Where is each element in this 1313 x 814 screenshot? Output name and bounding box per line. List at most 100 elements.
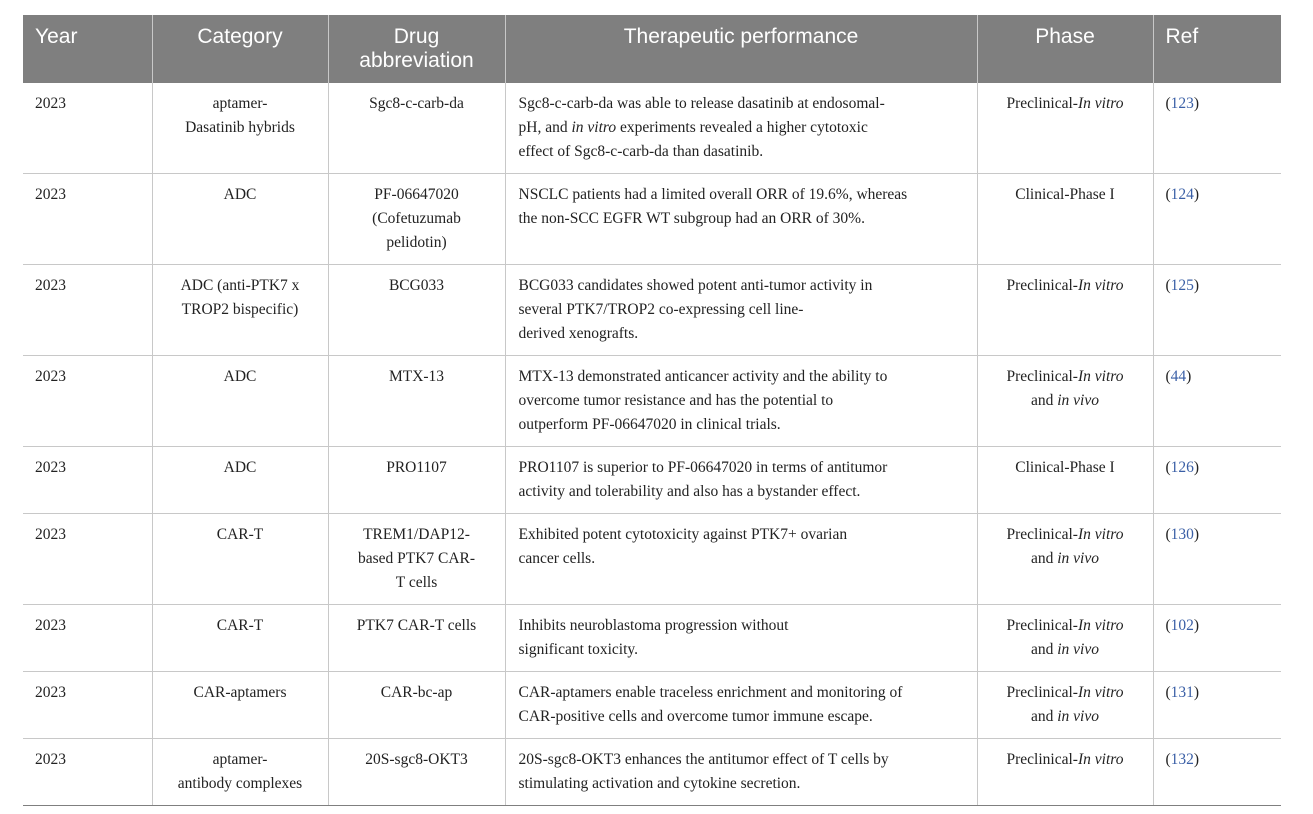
ref-paren-close: ): [1193, 526, 1200, 543]
performance-line: activity and tolerability and also has a…: [519, 480, 965, 504]
drug-line: based PTK7 CAR-: [357, 550, 476, 567]
italic-text: in vivo: [1057, 708, 1099, 725]
cell-ref: (44): [1153, 355, 1281, 447]
cell-therapeutic-performance: Inhibits neuroblastoma progression witho…: [505, 604, 978, 672]
cell-category: ADC: [152, 446, 329, 514]
reference-link[interactable]: 124: [1170, 186, 1194, 203]
text-segment: pH, and: [518, 119, 572, 136]
performance-line: the non-SCC EGFR WT subgroup had an ORR …: [519, 207, 965, 231]
text-segment: effect of Sgc8-c-carb-da than dasatinib.: [518, 143, 764, 160]
cell-category: CAR-T: [152, 513, 329, 605]
performance-line: effect of Sgc8-c-carb-da than dasatinib.: [519, 140, 965, 164]
reference-link[interactable]: 44: [1170, 368, 1187, 385]
performance-line: derived xenografts.: [519, 322, 965, 346]
italic-text: In vitro: [1077, 526, 1124, 543]
text-segment: cancer cells.: [518, 550, 596, 567]
ref-paren-open: (: [1165, 368, 1171, 385]
italic-text: in vitro: [571, 119, 617, 136]
cell-phase: Clinical-Phase I: [977, 173, 1154, 265]
text-segment: PRO1107 is superior to PF-06647020 in te…: [518, 459, 888, 476]
category-line: antibody complexes: [177, 775, 303, 792]
reference-link[interactable]: 132: [1170, 751, 1194, 768]
ref-paren-close: ): [1193, 751, 1200, 768]
table-row: 2023 ADC PF-06647020 (Cofetuzumab pelidotin)…: [23, 173, 1281, 265]
cell-drug-abbreviation: MTX-13: [328, 355, 506, 447]
cell-drug-abbreviation: BCG033: [328, 264, 506, 356]
italic-text: in vivo: [1057, 550, 1099, 567]
header-ref: Ref: [1153, 15, 1281, 83]
cell-therapeutic-performance: 20S-sgc8-OKT3 enhances the antitumor eff…: [505, 738, 978, 806]
phase-line: and in vivo: [990, 638, 1141, 662]
cell-drug-abbreviation: Sgc8-c-carb-da: [328, 83, 506, 174]
reference-link[interactable]: 126: [1170, 459, 1194, 476]
therapeutics-table: Year Category Drug abbreviation Therapeu…: [23, 15, 1281, 806]
reference-link[interactable]: 131: [1170, 684, 1194, 701]
phase-line: and in vivo: [990, 389, 1141, 413]
category-line: CAR-T: [216, 617, 264, 634]
reference-link[interactable]: 130: [1170, 526, 1194, 543]
text-segment: significant toxicity.: [518, 641, 639, 658]
ref-paren-close: ): [1193, 95, 1200, 112]
header-drug-abbreviation: Drug abbreviation: [328, 15, 506, 83]
drug-line: TREM1/DAP12-: [363, 526, 470, 543]
text-segment: and: [1030, 641, 1058, 658]
text-segment: Preclinical-: [1006, 751, 1078, 768]
cell-category: ADC: [152, 173, 329, 265]
reference-link[interactable]: 102: [1170, 617, 1194, 634]
ref-paren-open: (: [1165, 684, 1171, 701]
cell-drug-abbreviation: CAR-bc-ap: [328, 671, 506, 739]
header-therapeutic-performance: Therapeutic performance: [505, 15, 978, 83]
table-header: Year Category Drug abbreviation Therapeu…: [23, 15, 1281, 83]
category-line: TROP2 bispecific): [181, 301, 299, 318]
text-segment: activity and tolerability and also has a…: [518, 483, 861, 500]
performance-line: pH, and in vitro experiments revealed a …: [519, 116, 965, 140]
category-line: aptamer-: [212, 751, 268, 768]
performance-line: PRO1107 is superior to PF-06647020 in te…: [519, 456, 965, 480]
cell-year: 2023: [23, 83, 153, 174]
cell-phase: Preclinical-In vitro: [977, 264, 1154, 356]
text-segment: overcome tumor resistance and has the po…: [518, 392, 834, 409]
ref-paren-close: ): [1193, 617, 1200, 634]
ref-paren-close: ): [1193, 684, 1200, 701]
text-segment: Exhibited potent cytotoxicity against PT…: [518, 526, 848, 543]
ref-paren-open: (: [1165, 459, 1171, 476]
cell-phase: Preclinical-In vitro: [977, 738, 1154, 806]
cell-drug-abbreviation: TREM1/DAP12- based PTK7 CAR- T cells: [328, 513, 506, 605]
text-segment: and: [1030, 392, 1058, 409]
performance-line: stimulating activation and cytokine secr…: [519, 772, 965, 796]
text-segment: BCG033 candidates showed potent anti-tum…: [518, 277, 873, 294]
cell-year: 2023: [23, 446, 153, 514]
cell-category: CAR-T: [152, 604, 329, 672]
drug-line: pelidotin): [386, 234, 447, 251]
phase-line: Preclinical-In vitro: [990, 365, 1141, 389]
cell-therapeutic-performance: Sgc8-c-carb-da was able to release dasat…: [505, 83, 978, 174]
text-segment: Preclinical-: [1006, 684, 1078, 701]
performance-line: overcome tumor resistance and has the po…: [519, 389, 965, 413]
header-row: Year Category Drug abbreviation Therapeu…: [23, 15, 1281, 83]
ref-paren-open: (: [1165, 617, 1171, 634]
reference-link[interactable]: 123: [1170, 95, 1194, 112]
table-row: 2023 aptamer-antibody complexes 20S-sgc8-O…: [23, 738, 1281, 806]
cell-drug-abbreviation: PRO1107: [328, 446, 506, 514]
cell-therapeutic-performance: PRO1107 is superior to PF-06647020 in te…: [505, 446, 978, 514]
italic-text: In vitro: [1077, 368, 1124, 385]
cell-phase: Preclinical-In vitro and in vivo: [977, 604, 1154, 672]
cell-ref: (102): [1153, 604, 1281, 672]
cell-ref: (125): [1153, 264, 1281, 356]
cell-ref: (124): [1153, 173, 1281, 265]
cell-category: CAR-aptamers: [152, 671, 329, 739]
cell-category: aptamer-antibody complexes: [152, 738, 329, 806]
table-body: 2023 aptamer- Dasatinib hybrids Sgc8-c-carb…: [23, 83, 1281, 806]
drug-line: PRO1107: [386, 459, 447, 476]
text-segment: experiments revealed a higher cytotoxic: [616, 119, 868, 136]
ref-paren-open: (: [1165, 95, 1171, 112]
header-category: Category: [152, 15, 329, 83]
italic-text: in vivo: [1057, 392, 1099, 409]
cell-phase: Preclinical-In vitro and in vivo: [977, 355, 1154, 447]
header-drug-line2: abbreviation: [359, 49, 474, 72]
performance-line: CAR-positive cells and overcome tumor im…: [519, 705, 965, 729]
reference-link[interactable]: 125: [1170, 277, 1194, 294]
phase-line: Preclinical-In vitro: [990, 614, 1141, 638]
performance-line: MTX-13 demonstrated anticancer activity …: [519, 365, 965, 389]
phase-line: Preclinical-In vitro: [990, 681, 1141, 705]
